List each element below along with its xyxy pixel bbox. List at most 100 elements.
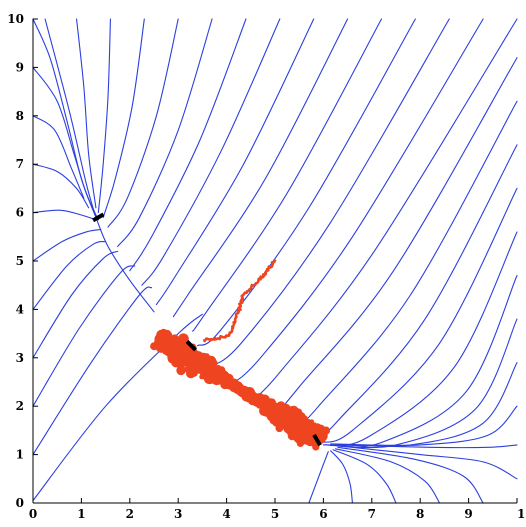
flow-line-15 xyxy=(107,18,179,228)
x-tick-label: 9 xyxy=(464,507,472,521)
noise-blob xyxy=(185,366,191,372)
noise-blob xyxy=(256,397,261,403)
x-tick-label: 8 xyxy=(416,507,424,521)
noise-blob xyxy=(309,419,314,424)
noise-blob xyxy=(279,405,289,414)
flow-line-14 xyxy=(102,18,145,218)
noise-cloud-group xyxy=(150,259,331,451)
flow-line-33 xyxy=(330,362,518,447)
y-tick-label: 10 xyxy=(7,12,24,26)
flow-line-12 xyxy=(76,18,97,209)
noise-blob xyxy=(225,381,232,387)
noise-blob xyxy=(165,341,172,348)
y-tick-label: 5 xyxy=(16,254,24,268)
axes-group: 0 1 2 3 4 5 6 7 8 9 10 0 1 2 3 4 5 6 7 8 9 10 xyxy=(7,12,526,521)
equilibrium-marker-2 xyxy=(312,433,322,447)
flow-line-6 xyxy=(32,240,107,310)
noise-blob xyxy=(211,376,220,385)
x-tick-label: 2 xyxy=(126,507,134,521)
y-tick-label: 0 xyxy=(16,496,24,510)
flow-line-2 xyxy=(32,115,85,199)
flow-line-5 xyxy=(32,228,102,262)
flow-line-1 xyxy=(32,66,99,221)
noise-blob xyxy=(176,365,186,376)
noise-blob xyxy=(200,355,206,361)
y-tick-label: 7 xyxy=(16,157,24,171)
x-tick-label: 0 xyxy=(29,507,37,521)
noise-blob xyxy=(300,433,310,443)
noise-blob xyxy=(290,422,299,430)
y-tick-label: 8 xyxy=(16,109,24,123)
flow-line-36 xyxy=(337,445,518,480)
markers-group xyxy=(92,212,322,447)
noise-blob xyxy=(281,415,286,420)
flow-line-26 xyxy=(274,57,518,417)
flow-line-29 xyxy=(320,187,518,444)
noise-blob xyxy=(155,340,160,345)
noise-blob xyxy=(177,345,187,354)
flow-line-30 xyxy=(322,231,518,447)
x-tick-label: 5 xyxy=(271,507,279,521)
noise-blob xyxy=(296,414,303,421)
noise-blob xyxy=(194,362,204,372)
flow-line-40 xyxy=(330,450,353,504)
flow-line-7 xyxy=(32,250,119,359)
flow-line-21 xyxy=(192,18,383,332)
flow-line-20 xyxy=(172,18,349,318)
flow-line-37 xyxy=(337,446,484,504)
y-tick-label: 3 xyxy=(16,351,24,365)
noise-blob xyxy=(203,368,212,377)
flow-line-10 xyxy=(32,313,203,502)
noise-blob xyxy=(247,391,252,396)
noise-blob xyxy=(191,369,198,377)
equilibrium-marker-0 xyxy=(92,212,105,223)
flow-line-35 xyxy=(334,444,518,449)
noise-blob xyxy=(260,401,271,411)
noise-blob xyxy=(172,351,181,360)
x-tick-label: 3 xyxy=(174,507,182,521)
flow-line-41 xyxy=(308,451,329,504)
noise-blob xyxy=(214,367,219,372)
y-tick-label: 9 xyxy=(16,60,24,74)
flow-line-22 xyxy=(197,18,416,347)
x-tick-label: 1 xyxy=(77,507,85,521)
noise-blob xyxy=(221,374,226,380)
flow-line-8 xyxy=(32,265,136,407)
noise-blob xyxy=(286,406,295,414)
noise-blob xyxy=(160,334,169,343)
noise-blob xyxy=(312,443,320,451)
noise-blob xyxy=(205,363,212,370)
noise-trail xyxy=(202,259,277,343)
x-tick-label: 4 xyxy=(222,507,230,521)
flow-line-3 xyxy=(32,163,90,209)
flow-line-18 xyxy=(141,18,281,286)
flow-line-24 xyxy=(226,18,484,388)
flow-line-9 xyxy=(32,286,153,456)
flow-line-25 xyxy=(250,18,518,402)
noise-blob xyxy=(160,328,167,336)
x-tick-label: 6 xyxy=(319,507,327,521)
flow-line-39 xyxy=(332,449,397,504)
noise-blob xyxy=(290,430,296,435)
noise-blob xyxy=(297,426,306,435)
noise-blob xyxy=(186,357,194,364)
noise-blob xyxy=(171,339,181,349)
noise-blob xyxy=(193,356,202,364)
noise-blob xyxy=(212,370,220,378)
y-tick-label: 1 xyxy=(16,448,24,462)
flow-line-4 xyxy=(32,209,97,221)
flow-line-23 xyxy=(206,18,450,369)
flow-line-19 xyxy=(155,18,315,306)
flow-line-32 xyxy=(327,318,518,449)
flow-line-34 xyxy=(332,405,518,446)
equilibrium-marker-1 xyxy=(185,340,197,352)
flow-line-16 xyxy=(117,18,213,248)
noise-blob xyxy=(314,427,321,434)
x-tick-label: 10 xyxy=(517,507,526,521)
noise-blob xyxy=(159,341,165,347)
y-tick-label: 4 xyxy=(16,302,24,316)
flow-line-27 xyxy=(298,100,518,427)
flow-line-17 xyxy=(129,18,247,272)
flow-line-13 xyxy=(97,18,111,214)
